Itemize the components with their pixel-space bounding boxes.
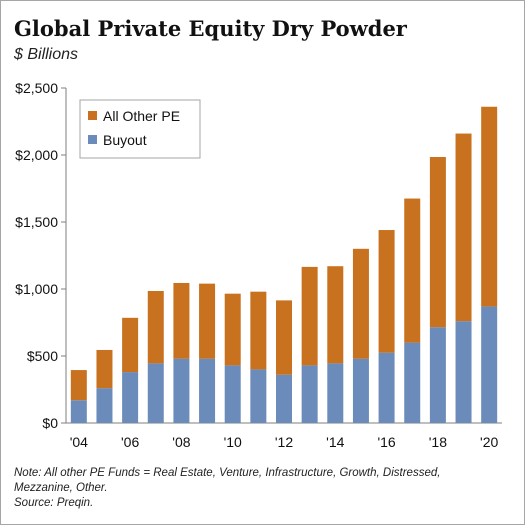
x-tick-label: '18 xyxy=(429,434,447,450)
y-tick-label: $2,000 xyxy=(15,147,58,163)
bar-buyout xyxy=(250,369,267,423)
bar-all-other-pe xyxy=(327,266,344,364)
x-tick-label: '20 xyxy=(480,434,498,450)
source-line: Source: Preqin. xyxy=(14,497,94,509)
bar-all-other-pe xyxy=(122,317,139,373)
x-tick-label: '08 xyxy=(172,434,190,450)
legend-label: All Other PE xyxy=(103,108,180,124)
bar-all-other-pe xyxy=(481,106,498,307)
legend-swatch xyxy=(88,111,97,120)
y-tick-label: $2,500 xyxy=(15,80,58,96)
legend-swatch xyxy=(88,135,97,144)
bar-all-other-pe xyxy=(173,282,190,359)
note-line-1: Note: All other PE Funds = Real Estate, … xyxy=(14,467,441,479)
bar-buyout xyxy=(199,358,216,423)
bar-all-other-pe xyxy=(96,349,113,389)
bar-buyout xyxy=(378,352,395,423)
bar-all-other-pe xyxy=(455,133,472,322)
chart-title: Global Private Equity Dry Powder xyxy=(14,16,407,41)
x-tick-label: '14 xyxy=(326,434,344,450)
bar-buyout xyxy=(122,372,139,423)
y-tick-label: $1,000 xyxy=(15,281,58,297)
bar-buyout xyxy=(404,342,421,423)
bar-all-other-pe xyxy=(147,291,164,364)
bar-all-other-pe xyxy=(429,157,446,328)
bar-buyout xyxy=(276,374,292,423)
legend-box xyxy=(79,99,201,159)
bar-buyout xyxy=(96,388,113,423)
bar-all-other-pe xyxy=(404,198,421,343)
y-tick-label: $1,500 xyxy=(15,214,58,230)
bar-all-other-pe xyxy=(199,283,216,359)
bar-all-other-pe xyxy=(250,291,267,370)
bar-buyout xyxy=(455,321,472,423)
x-tick-label: '16 xyxy=(377,434,395,450)
legend-label: Buyout xyxy=(103,132,147,148)
bar-buyout xyxy=(481,306,498,423)
bar-buyout xyxy=(70,400,87,423)
y-tick-label: $500 xyxy=(27,348,58,364)
x-tick-label: '12 xyxy=(275,434,293,450)
bar-all-other-pe xyxy=(301,266,318,366)
stacked-bar-chart: $0 $500 $1,000 $1,500 $2,000 $2,500 '04 '06 '08 '… xyxy=(15,80,502,450)
bar-all-other-pe xyxy=(70,370,87,401)
chart-subtitle: $ Billions xyxy=(14,46,79,63)
x-tick-label: '10 xyxy=(224,434,242,450)
note-line-2: Mezzanine, Other. xyxy=(14,482,108,494)
x-tick-label: '06 xyxy=(121,434,139,450)
bar-all-other-pe xyxy=(224,293,241,366)
bar-buyout xyxy=(352,358,369,423)
x-tick-label: '04 xyxy=(70,434,88,450)
bar-buyout xyxy=(147,363,164,423)
chart-notes: Note: All other PE Funds = Real Estate, … xyxy=(14,466,514,511)
bar-buyout xyxy=(224,365,241,423)
bar-all-other-pe xyxy=(378,230,395,353)
bar-buyout xyxy=(301,365,318,423)
bar-buyout xyxy=(327,363,344,423)
bar-buyout xyxy=(429,327,446,423)
bar-all-other-pe xyxy=(352,248,369,359)
bar-all-other-pe xyxy=(276,300,292,375)
y-tick-label: $0 xyxy=(42,415,58,431)
bar-buyout xyxy=(173,358,190,423)
